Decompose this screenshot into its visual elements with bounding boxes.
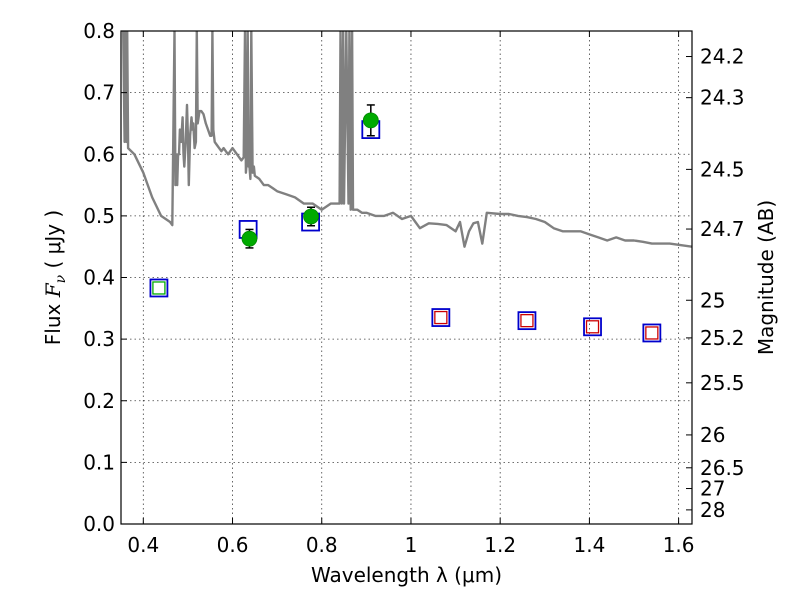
- y-axis-title-suffix: ( μJy ): [41, 210, 65, 275]
- observed-flux-point: [362, 112, 379, 129]
- y-axis-title: Flux Fν ( μJy ): [41, 210, 69, 345]
- model-photometry-square: [149, 278, 169, 298]
- y-tick-label: 0.4: [83, 266, 115, 290]
- axis-labels: 0.4 0.6 0.8 1 1.2 1.4 1.6 0.0 0.1 0.2 0.3 0.4 0.5 0.6…: [41, 19, 778, 587]
- band-marker-square: [645, 326, 659, 340]
- mag-tick-label: 28: [700, 498, 725, 522]
- plot-series: [122, 31, 692, 343]
- y-tick-label: 0.5: [83, 204, 115, 228]
- y-tick-label: 0.2: [83, 389, 115, 413]
- y-tick-label: 0.7: [83, 81, 115, 105]
- mag-tick-label: 24.3: [700, 86, 745, 110]
- mag-tick-label: 24.5: [700, 157, 745, 181]
- model-photometry-square: [517, 311, 537, 331]
- x-axis-title: Wavelength λ (μm): [311, 563, 502, 587]
- mag-tick-label: 27: [700, 477, 725, 501]
- mag-tick-label: 24.7: [700, 217, 745, 241]
- y-tick-label: 0.0: [83, 512, 115, 536]
- model-photometry-square: [642, 323, 662, 343]
- y-tick-label: 0.8: [83, 19, 115, 43]
- observed-flux-point: [303, 208, 319, 225]
- band-marker-square: [520, 313, 534, 328]
- y-axis-title-subscript: ν: [53, 274, 69, 283]
- model-spectrum-line: [122, 31, 692, 248]
- observed-flux-point: [241, 230, 258, 247]
- y2-axis-title: Magnitude (AB): [754, 200, 778, 355]
- mag-tick-label: 25.2: [700, 326, 745, 350]
- y-axis-title-symbol: F: [41, 282, 65, 298]
- x-tick-label: 1.4: [573, 533, 605, 557]
- band-marker-square: [585, 320, 600, 334]
- mag-tick-label: 25.5: [700, 371, 745, 395]
- mag-tick-label: 25: [700, 288, 725, 312]
- x-tick-label: 0.6: [217, 533, 249, 557]
- model-photometry-square: [431, 308, 451, 327]
- y-tick-label: 0.1: [83, 450, 115, 474]
- y-axis-title-prefix: Flux: [41, 297, 65, 345]
- band-marker-square: [434, 310, 448, 325]
- axis-ticks: [121, 30, 692, 525]
- x-tick-label: 1.2: [484, 533, 516, 557]
- x-tick-label: 1.6: [663, 533, 695, 557]
- y-tick-label: 0.3: [83, 327, 115, 351]
- mag-tick-label: 26.5: [700, 456, 745, 480]
- grid: [121, 30, 692, 525]
- mag-tick-label: 26: [700, 423, 725, 447]
- band-marker-square: [152, 281, 166, 295]
- x-tick-label: 0.8: [306, 533, 338, 557]
- y-tick-label: 0.6: [83, 142, 115, 166]
- model-photometry-square: [583, 317, 602, 337]
- mag-tick-label: 24.2: [700, 45, 745, 69]
- x-tick-label: 0.4: [127, 533, 159, 557]
- x-tick-label: 1: [405, 533, 418, 557]
